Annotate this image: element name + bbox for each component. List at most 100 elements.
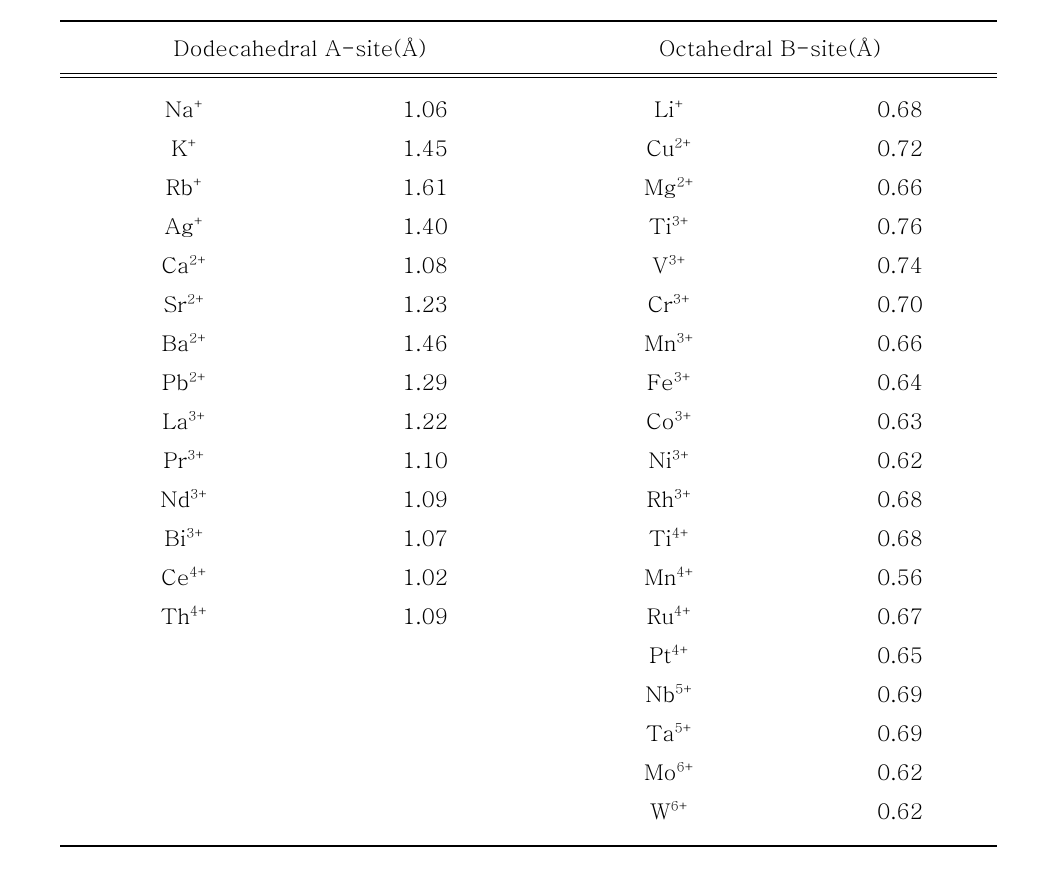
table-row: Th4+ 1.09Ru4+0.67 [60, 597, 997, 636]
ion-charge: 2+ [189, 250, 208, 269]
b-site-radius-cell: 0.67 [800, 605, 1000, 627]
ion-charge: + [675, 94, 686, 113]
a-site-radius-cell: 1.08 [310, 254, 540, 276]
b-site-ion-cell: Rh3+ [540, 488, 800, 510]
ionic-radii-table: Dodecahedral A-site(Å) Octahedral B-site… [0, 0, 1057, 887]
a-site-radius-cell: 1.09 [310, 605, 540, 627]
table-row: W6+0.62 [60, 792, 997, 831]
b-site-header: Octahedral B-site(Å) [540, 32, 1000, 63]
element-symbol: Ta [646, 717, 674, 748]
element-symbol: Ni [649, 444, 672, 475]
element-symbol: W [650, 795, 671, 826]
element-symbol: Nd [160, 483, 190, 514]
element-symbol: Ce [161, 561, 189, 592]
element-symbol: Fe [647, 366, 674, 397]
element-symbol: Co [646, 405, 674, 436]
b-site-ion-cell: Mn4+ [540, 566, 800, 588]
ion-charge: 3+ [674, 367, 693, 386]
a-site-ion-cell: Pr3+ [60, 449, 310, 471]
table-row: Na+1.06Li+0.68 [60, 90, 997, 129]
a-site-ion-cell: Pb2+ [60, 371, 310, 393]
ion-charge: 5+ [674, 718, 693, 737]
element-symbol: Ti [649, 210, 672, 241]
ion-charge: 2+ [674, 133, 693, 152]
table-row: Ba2+1.46 Mn3+ 0.66 [60, 324, 997, 363]
ion-charge: 6+ [677, 757, 696, 776]
ion-charge: 3+ [669, 250, 688, 269]
a-site-radius-cell: 1.29 [310, 371, 540, 393]
element-symbol: Na [165, 93, 194, 124]
a-site-ion-cell: Bi3+ [60, 527, 310, 549]
b-site-ion-cell: Ti4+ [540, 527, 800, 549]
a-site-ion-cell: Sr2+ [60, 293, 310, 315]
b-site-ion-cell: Ta5+ [540, 722, 800, 744]
element-symbol: Pr [163, 444, 187, 475]
table-header-row: Dodecahedral A-site(Å) Octahedral B-site… [60, 22, 997, 73]
a-site-radius-cell: 1.46 [310, 332, 540, 354]
b-site-radius-cell: 0.66 [800, 176, 1000, 198]
b-site-ion-cell: Cr3+ [540, 293, 800, 315]
ion-charge: 4+ [671, 640, 690, 659]
table-row: Rb+1.61Mg2+0.66 [60, 168, 997, 207]
ion-charge: 4+ [189, 562, 208, 581]
element-symbol: K [171, 132, 187, 163]
b-site-ion-cell: Mg2+ [540, 176, 800, 198]
b-site-radius-cell: 0.62 [800, 449, 1000, 471]
table-row: Sr2+1.23Cr3+0.70 [60, 285, 997, 324]
element-symbol: Rb [166, 171, 193, 202]
ion-charge: 3+ [672, 211, 691, 230]
a-site-ion-cell: Ba2+ [60, 332, 310, 354]
element-symbol: La [162, 405, 188, 436]
table-row: Ag+1.40Ti3+0.76 [60, 207, 997, 246]
table-row: Pb2+1.29Fe3+0.64 [60, 363, 997, 402]
b-site-ion-cell: Ru4+ [540, 605, 800, 627]
element-symbol: Th [161, 600, 190, 631]
a-site-radius-cell: 1.02 [310, 566, 540, 588]
element-symbol: Ti [649, 522, 672, 553]
element-symbol: Mo [644, 756, 677, 787]
element-symbol: Ag [165, 210, 194, 241]
b-site-radius-cell: 0.62 [800, 761, 1000, 783]
a-site-radius-cell: 1.22 [310, 410, 540, 432]
a-site-header: Dodecahedral A-site(Å) [60, 32, 540, 63]
b-site-radius-cell: 0.66 [800, 332, 1000, 354]
a-site-radius-cell: 1.45 [310, 137, 540, 159]
a-site-radius-cell: 1.06 [310, 98, 540, 120]
b-site-ion-cell: Mo6+ [540, 761, 800, 783]
b-site-radius-cell: 0.56 [800, 566, 1000, 588]
ion-charge: 3+ [186, 523, 205, 542]
ion-charge: 4+ [676, 562, 695, 581]
a-site-ion-cell: Ce4+ [60, 566, 310, 588]
a-site-ion-cell: Na+ [60, 98, 310, 120]
element-symbol: Ba [162, 327, 190, 358]
b-site-radius-cell: 0.72 [800, 137, 1000, 159]
a-site-radius-cell: 1.09 [310, 488, 540, 510]
ion-charge: + [194, 211, 205, 230]
a-site-ion-cell: Rb+ [60, 176, 310, 198]
ion-charge: 3+ [187, 445, 206, 464]
table-row: Nb5+0.69 [60, 675, 997, 714]
b-site-radius-cell: 0.64 [800, 371, 1000, 393]
b-site-ion-cell: Nb5+ [540, 683, 800, 705]
element-symbol: Pt [649, 639, 671, 670]
table-row: Nd3+1.09Rh3+0.68 [60, 480, 997, 519]
ion-charge: 3+ [672, 445, 691, 464]
element-symbol: Rh [647, 483, 674, 514]
b-site-radius-cell: 0.65 [800, 644, 1000, 666]
b-site-radius-cell: 0.69 [800, 683, 1000, 705]
element-symbol: Sr [164, 288, 187, 319]
a-site-ion-cell: La3+ [60, 410, 310, 432]
element-symbol: Pb [162, 366, 189, 397]
element-symbol: Mg [644, 171, 677, 202]
b-site-ion-cell: Co3+ [540, 410, 800, 432]
ion-charge: 2+ [187, 289, 206, 308]
element-symbol: Ru [647, 600, 674, 631]
ion-charge: + [194, 94, 205, 113]
a-site-radius-cell: 1.07 [310, 527, 540, 549]
b-site-radius-cell: 0.63 [800, 410, 1000, 432]
element-symbol: Mn [644, 327, 676, 358]
b-site-ion-cell: Ni3+ [540, 449, 800, 471]
ion-charge: 3+ [676, 328, 695, 347]
b-site-ion-cell: Fe3+ [540, 371, 800, 393]
ion-charge: 4+ [190, 601, 209, 620]
